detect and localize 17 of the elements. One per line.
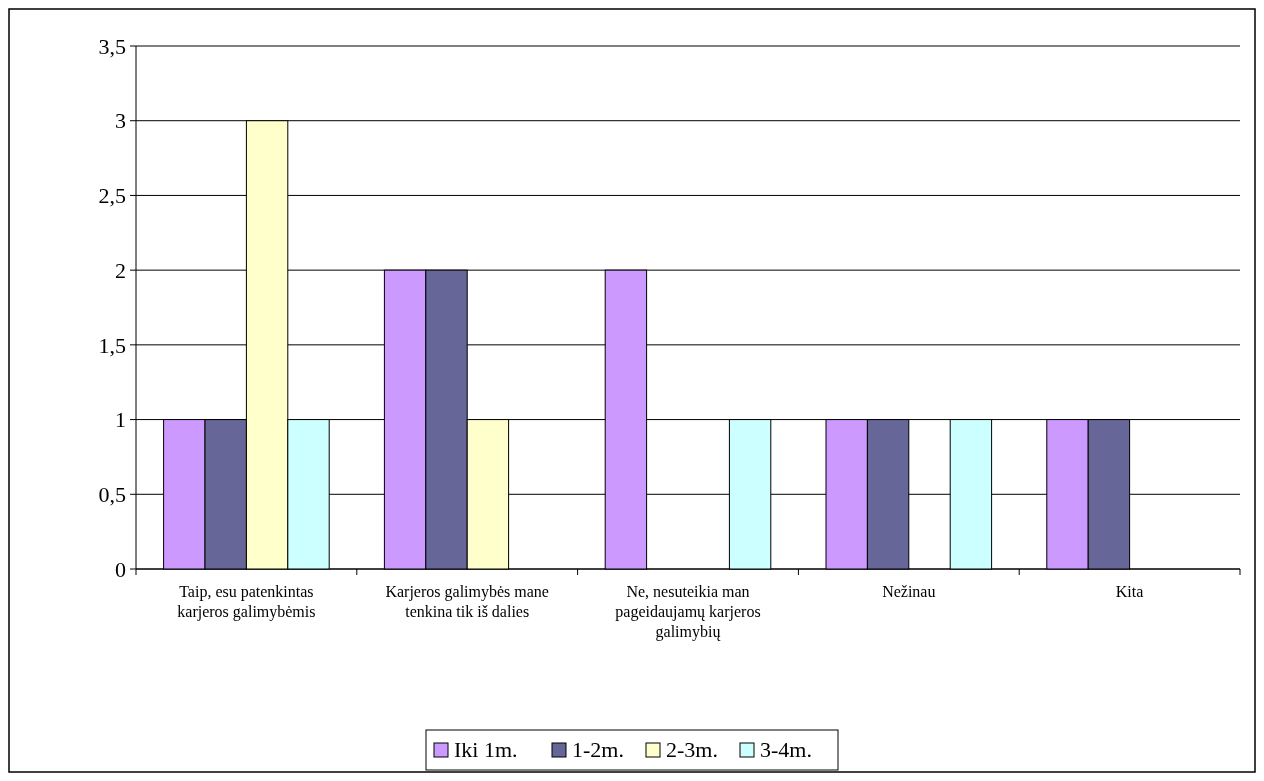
y-tick-label: 2 — [115, 257, 126, 283]
x-tick-label: Karjeros galimybės mane tenkina tik iš dalies — [385, 583, 549, 620]
y-tick-label: 2,5 — [98, 183, 126, 209]
legend-label: 1-2m. — [572, 737, 624, 762]
x-tick-label: Kita — [1115, 583, 1144, 600]
y-tick-label: 0,5 — [98, 481, 126, 507]
x-tick-label: Ne, nesuteikia man pageidaujamų karjeros galimybių — [615, 583, 761, 641]
y-tick-label: 1,5 — [98, 332, 126, 358]
legend-label: 3-4m. — [760, 737, 812, 762]
x-tick-label: Taip, esu patenkintas karjeros galimybėmis — [177, 583, 316, 621]
legend-label: Iki 1m. — [454, 737, 518, 762]
y-tick-label: 1 — [115, 407, 126, 433]
y-tick-label: 0 — [115, 556, 126, 582]
legend-label: 2-3m. — [666, 737, 718, 762]
x-tick-label: Nežinau — [882, 583, 936, 600]
y-tick-label: 3,5 — [98, 33, 126, 59]
y-tick-label: 3 — [115, 108, 126, 134]
